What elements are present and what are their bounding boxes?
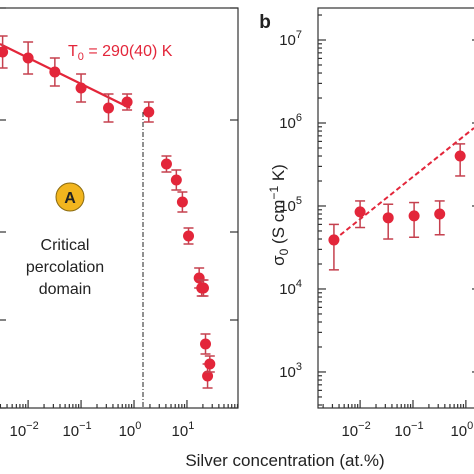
tick-base: 10: [279, 364, 296, 381]
tick-exp: 1: [188, 420, 194, 432]
y-label-mid: (S cm: [269, 200, 288, 249]
region-label: domain: [39, 281, 91, 298]
tick-label: 107: [279, 29, 302, 49]
data-point: [121, 96, 133, 108]
data-point: [75, 82, 87, 94]
tick-exp: −2: [26, 420, 39, 432]
data-point: [103, 102, 115, 114]
tick-base: 10: [279, 198, 296, 215]
tick-base: 10: [119, 423, 136, 440]
data-point: [408, 210, 420, 222]
tick-label: 10−1: [394, 420, 423, 440]
marker-label: A: [64, 190, 76, 207]
data-point: [143, 106, 155, 118]
data-point: [382, 212, 394, 224]
tick-exp: 0: [467, 420, 473, 432]
tick-base: 10: [9, 423, 26, 440]
data-point: [328, 234, 340, 246]
tick-exp: −2: [358, 420, 371, 432]
y-axis-label: σ0 (S cm−1 K): [267, 164, 291, 266]
tick-label: 105: [279, 195, 302, 215]
y-label-sub: 0: [277, 248, 291, 255]
tick-exp: 6: [296, 112, 302, 124]
data-point: [183, 230, 195, 242]
data-point: [197, 282, 209, 294]
y-label-text: σ: [269, 255, 288, 266]
tick-base: 10: [279, 281, 296, 298]
y-label-sup: −1: [267, 186, 281, 200]
tick-base: 10: [279, 115, 296, 132]
data-point: [22, 52, 34, 64]
tick-exp: −1: [79, 420, 92, 432]
right-frame: [317, 7, 474, 409]
tick-exp: 0: [135, 420, 141, 432]
tick-base: 10: [279, 32, 296, 49]
fit-line-dashed: [333, 127, 474, 241]
marker-circle: [55, 182, 85, 212]
tick-label: 101: [172, 420, 195, 440]
y-label-rest: K): [269, 164, 288, 186]
tick-base: 10: [341, 423, 358, 440]
panel-label: b: [259, 12, 271, 33]
tick-exp: 7: [296, 29, 302, 41]
data-point: [200, 338, 212, 350]
tick-exp: 5: [296, 195, 302, 207]
tick-base: 10: [450, 423, 467, 440]
data-point: [160, 158, 172, 170]
tick-label: 10−2: [9, 420, 38, 440]
data-point: [49, 66, 61, 78]
annotation: T0 = 290(40) K: [68, 43, 173, 63]
data-point: [170, 174, 182, 186]
tick-label: 103: [279, 361, 302, 381]
annotation-sub: 0: [78, 51, 84, 63]
tick-base: 10: [394, 423, 411, 440]
tick-label: 100: [450, 420, 473, 440]
annotation-text: T: [68, 43, 78, 60]
tick-exp: 3: [296, 361, 302, 373]
data-point: [176, 196, 188, 208]
data-point: [454, 150, 466, 162]
data-point: [434, 208, 446, 220]
tick-exp: −1: [411, 420, 424, 432]
data-point: [354, 206, 366, 218]
data-point: [204, 358, 216, 370]
tick-exp: 4: [296, 278, 302, 290]
region-label: percolation: [26, 259, 104, 276]
tick-base: 10: [172, 423, 189, 440]
tick-label: 104: [279, 278, 302, 298]
data-point: [202, 370, 214, 382]
data-point: [0, 46, 9, 58]
tick-label: 10−1: [62, 420, 91, 440]
annotation-rest: = 290(40) K: [84, 43, 173, 60]
tick-base: 10: [62, 423, 79, 440]
x-axis-label: Silver concentration (at.%): [185, 451, 384, 470]
tick-label: 106: [279, 112, 302, 132]
region-label: Critical: [41, 237, 90, 254]
tick-label: 100: [119, 420, 142, 440]
tick-label: 10−2: [341, 420, 370, 440]
